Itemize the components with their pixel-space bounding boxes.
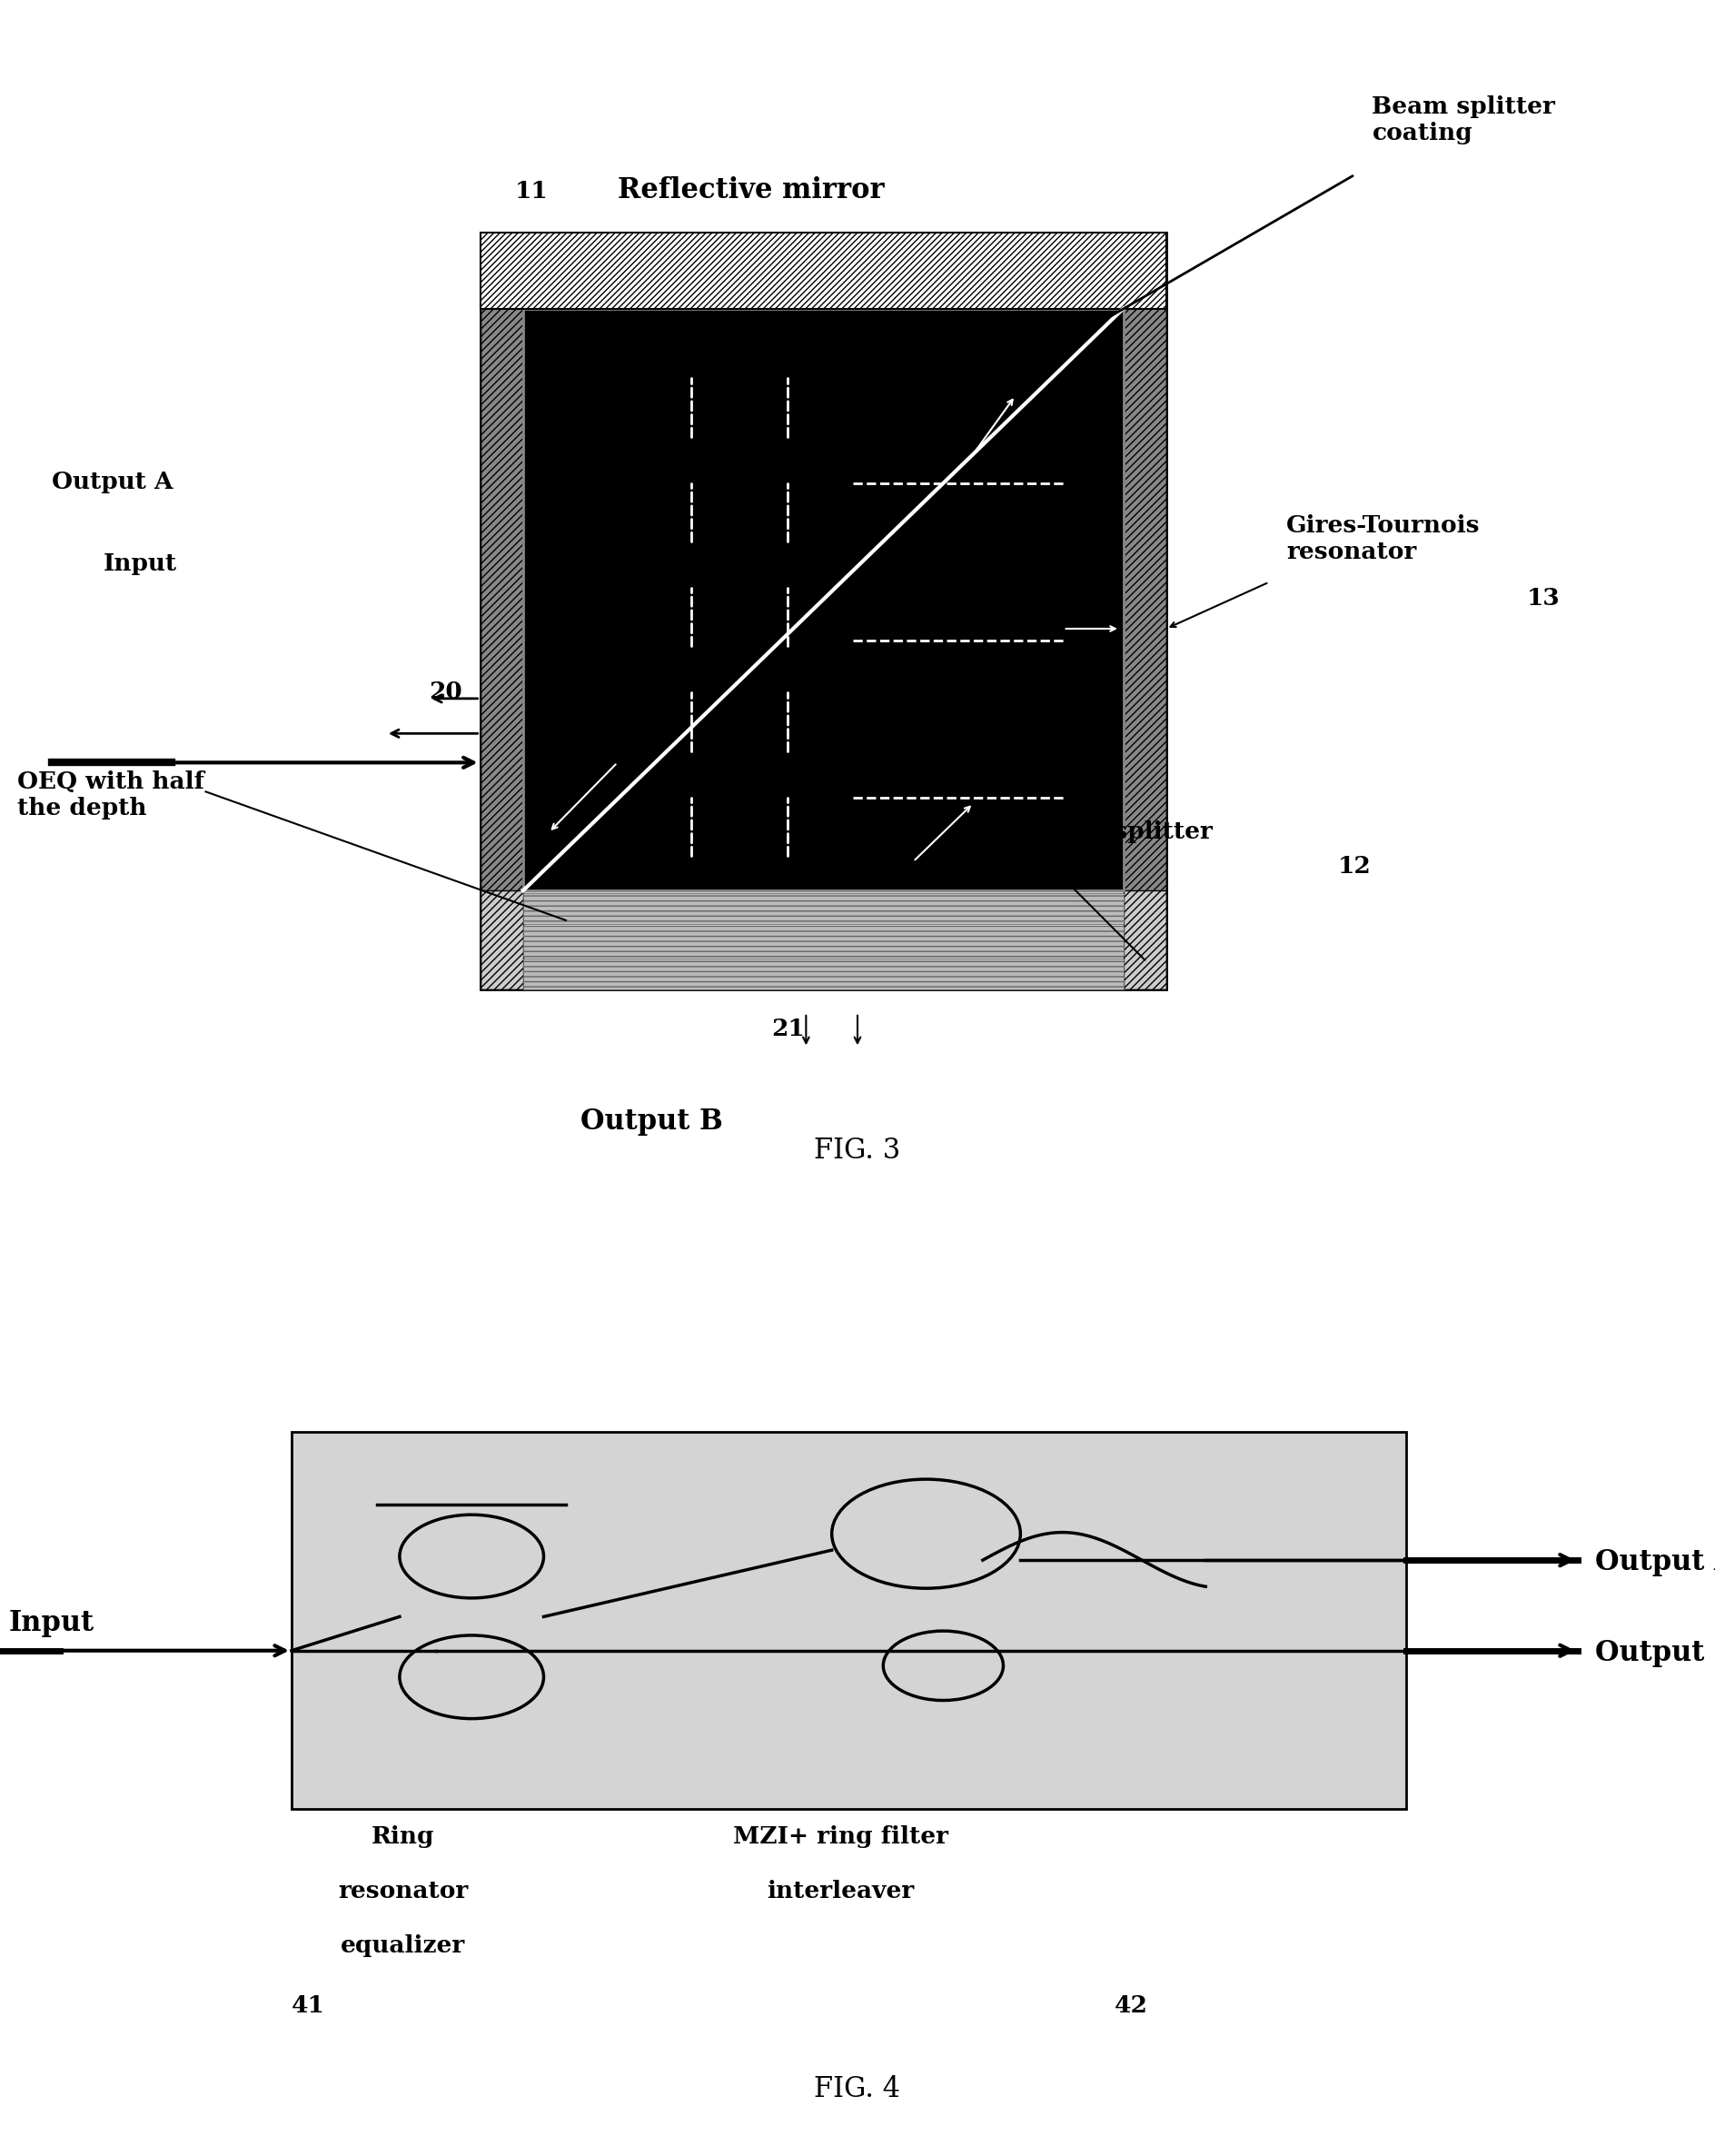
Text: Input: Input <box>9 1608 94 1636</box>
Text: FIG. 4: FIG. 4 <box>815 2074 900 2102</box>
Text: 11: 11 <box>514 179 547 203</box>
Bar <box>292 1432 1406 1809</box>
Text: Output A: Output A <box>1595 1548 1715 1576</box>
Text: Output B: Output B <box>1595 1639 1715 1667</box>
Text: 13: 13 <box>1526 586 1559 610</box>
Bar <box>523 925 1123 957</box>
Bar <box>523 959 1123 990</box>
Bar <box>523 893 1123 923</box>
Text: 12: 12 <box>1338 856 1370 877</box>
Bar <box>1123 233 1166 990</box>
Text: MZI+ ring filter: MZI+ ring filter <box>732 1826 948 1848</box>
Text: interleaver: interleaver <box>767 1880 914 1904</box>
Text: resonator: resonator <box>338 1880 468 1904</box>
Text: Gires-Tournois
resonator: Gires-Tournois resonator <box>1286 515 1480 563</box>
Text: Input: Input <box>103 552 177 576</box>
Text: Ring: Ring <box>372 1826 434 1848</box>
Bar <box>480 233 523 990</box>
Bar <box>523 308 1123 890</box>
Text: 21: 21 <box>772 1018 804 1041</box>
Bar <box>480 233 1166 990</box>
Bar <box>523 925 1123 957</box>
Text: Output B: Output B <box>580 1108 724 1136</box>
Text: 42: 42 <box>1115 1994 1149 2016</box>
Bar <box>523 959 1123 990</box>
Text: 20: 20 <box>429 681 461 703</box>
Text: Output A: Output A <box>51 470 173 494</box>
Text: Beam splitter: Beam splitter <box>1029 819 1213 843</box>
Bar <box>480 233 523 990</box>
Text: Reflective mirror: Reflective mirror <box>617 177 885 205</box>
Bar <box>523 308 1123 890</box>
Bar <box>480 890 1166 990</box>
Text: Beam splitter
coating: Beam splitter coating <box>1372 95 1556 144</box>
Bar <box>480 233 1166 308</box>
Text: FIG. 3: FIG. 3 <box>815 1136 900 1164</box>
Bar <box>1123 233 1166 990</box>
Text: equalizer: equalizer <box>341 1934 465 1958</box>
Bar <box>523 893 1123 923</box>
Text: OEQ with half
the depth: OEQ with half the depth <box>17 770 204 819</box>
Text: 41: 41 <box>292 1994 326 2016</box>
